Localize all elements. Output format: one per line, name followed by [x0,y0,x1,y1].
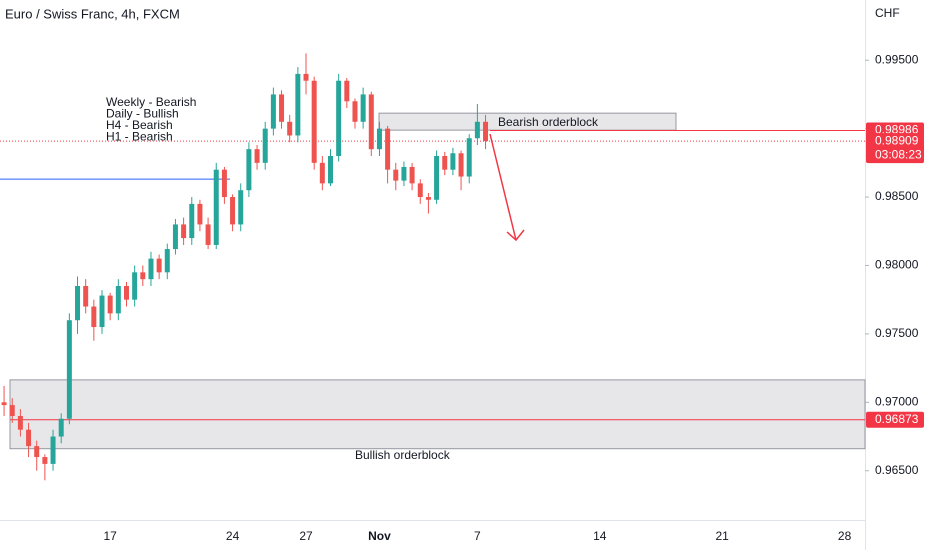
candle-body [270,94,276,129]
orderblock-zone [9,379,866,450]
price-label-box [866,133,924,164]
candle-body [303,73,309,81]
candle-body [221,169,227,198]
candle-body [352,101,358,122]
candle-body [385,128,391,170]
candle-body [238,190,244,225]
candle-body [132,272,138,300]
x-tick-label: 28 [838,529,852,543]
candle-body [376,128,382,150]
annotation-line: H1 - Bearish [106,130,173,144]
candle-body [319,162,325,184]
zone-label: Bearish orderblock [498,115,599,129]
candle-body [164,249,170,273]
candle-body [434,156,440,200]
x-tick-label: 24 [226,529,240,543]
candle-body [156,258,162,273]
price-label: 0.98909 [875,133,919,147]
countdown: 03:08:23 [875,147,922,161]
candle-body [140,272,146,280]
candle-body [9,405,15,416]
candle-body [295,73,301,136]
y-tick-label: 0.98500 [875,189,919,203]
candle-body [401,166,407,181]
x-tick-label: 17 [103,529,117,543]
candle-body [26,429,32,447]
x-tick-label: 21 [716,529,730,543]
annotation-line: H4 - Bearish [106,118,173,132]
y-tick-label: 0.97000 [875,394,919,408]
zone-label: Bullish orderblock [355,448,451,462]
candle-body [50,436,56,464]
candle-body [450,153,456,170]
candle-body [344,80,350,102]
annotation-line: Weekly - Bearish [106,95,196,109]
candle-body [197,203,203,225]
y-tick-label: 0.96500 [875,463,919,477]
candle-body [91,306,97,328]
candle-body [311,80,317,163]
candle-body [246,149,252,191]
candle-body [483,121,489,142]
candle-body [181,224,187,239]
candle-body [58,418,64,437]
chart-title: Euro / Swiss Franc, 4h, FXCM [5,6,180,21]
candle-body [417,183,423,198]
candle-body [466,138,472,177]
candle-body [42,457,48,464]
arrow [489,133,525,242]
candle-body [17,416,23,430]
candle-body [442,156,448,170]
candle-body [254,149,260,163]
candle-body [327,156,333,184]
candle-body [474,121,480,139]
candle-body [99,295,105,328]
candle-body [409,166,415,184]
x-tick-label: 7 [474,529,481,543]
candle-body [262,128,268,163]
candle-body [287,121,293,136]
y-tick-label: 0.98000 [875,258,919,272]
candle-body [107,295,113,314]
x-tick-label: Nov [368,529,391,543]
candle-body [172,224,178,250]
price-label-box [866,411,924,428]
candle-body [368,94,374,150]
candle-body [189,203,195,239]
price-label: 0.96873 [875,412,919,426]
candle-body [66,320,72,419]
candle-body [123,286,129,300]
annotation-line: Daily - Bullish [106,107,179,121]
candle-body [205,224,211,245]
candle-body [279,94,285,122]
x-tick-label: 27 [299,529,313,543]
candle-body [360,94,366,122]
candle-body [34,446,40,458]
candle-body [148,258,154,280]
candle-body [393,169,399,181]
candle-body [115,286,121,314]
candle-body [75,286,81,321]
candle-body [230,197,236,225]
y-tick-label: 0.99500 [875,52,919,66]
candle-body [336,80,342,156]
candle-body [213,169,219,245]
candle-body [425,197,431,200]
candle-body [1,402,7,406]
x-tick-label: 14 [593,529,607,543]
candle-body [83,286,89,307]
y-tick-label: 0.97500 [875,326,919,340]
candle-body [458,153,464,177]
currency-label: CHF [875,6,900,20]
